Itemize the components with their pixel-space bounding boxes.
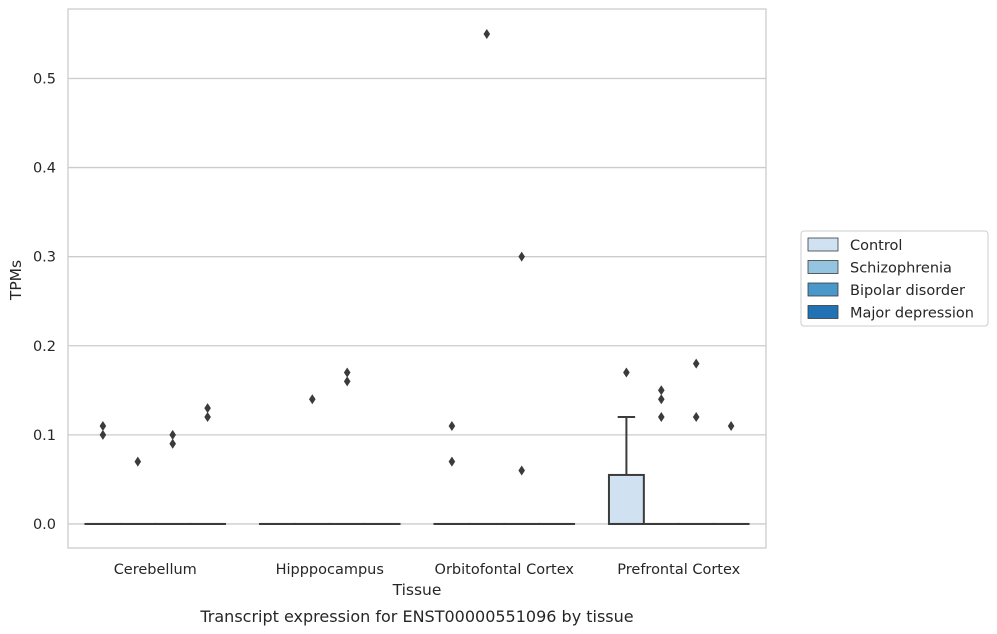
box-control xyxy=(607,367,645,525)
outlier-point xyxy=(204,412,211,423)
outlier-point xyxy=(518,465,525,476)
outlier-point xyxy=(623,367,630,378)
outlier-point xyxy=(204,403,211,414)
legend-label: Schizophrenia xyxy=(850,261,952,277)
y-tick-label: 0.4 xyxy=(33,161,56,177)
legend-label: Bipolar disorder xyxy=(850,283,965,299)
legend-swatch xyxy=(807,260,839,274)
outlier-point xyxy=(343,376,351,387)
legend: Control Schizophrenia Bipolar disorder Majo… xyxy=(800,230,989,327)
legend-swatch xyxy=(807,305,839,319)
plot-area xyxy=(67,8,767,549)
outlier-point xyxy=(309,394,316,405)
outlier-point xyxy=(658,412,665,423)
y-tick-label: 0.0 xyxy=(33,517,56,533)
outlier-point xyxy=(692,358,700,369)
outlier-point xyxy=(727,420,735,431)
box-bipolar-disorder xyxy=(503,251,541,525)
boxes xyxy=(84,28,750,525)
outlier-point xyxy=(448,420,456,431)
x-tick-label: Hipppocampus xyxy=(276,562,384,578)
x-tick-label: Cerebellum xyxy=(114,562,197,578)
outlier-point xyxy=(99,420,107,431)
outlier-point xyxy=(692,412,700,423)
x-tick-labels: Cerebellum Hipppocampus Orbitofontal Corte… xyxy=(114,562,741,578)
legend-label: Major depression xyxy=(850,306,974,322)
outlier-point xyxy=(448,456,456,467)
legend-swatch xyxy=(807,237,839,252)
box-body xyxy=(607,473,645,525)
outlier-point xyxy=(658,394,665,405)
y-tick-label: 0.3 xyxy=(33,250,56,266)
outlier-point xyxy=(483,28,491,39)
outlier-point xyxy=(169,429,176,440)
legend-label: Control xyxy=(850,238,902,254)
outlier-point xyxy=(99,429,107,440)
y-axis-label: TPMs xyxy=(7,260,25,301)
outlier-point xyxy=(169,438,176,449)
legend-frame xyxy=(800,230,989,327)
y-tick-label: 0.2 xyxy=(33,339,56,355)
y-tick-labels: 0.0 0.1 0.2 0.3 0.4 0.5 xyxy=(33,71,56,532)
y-tick-label: 0.1 xyxy=(33,428,56,444)
chart-caption: Transcript expression for ENST0000055109… xyxy=(199,607,633,626)
outlier-point xyxy=(134,456,142,467)
x-tick-label: Prefrontal Cortex xyxy=(617,562,740,578)
box-major-depression xyxy=(189,403,227,525)
x-tick-label: Orbitofontal Cortex xyxy=(435,562,575,578)
y-tick-label: 0.5 xyxy=(33,71,56,87)
legend-swatch xyxy=(807,282,839,297)
outlier-point xyxy=(343,367,351,378)
box-control xyxy=(84,420,122,525)
x-axis-label: Tissue xyxy=(392,581,442,599)
box-major-depression xyxy=(712,420,750,525)
outlier-point xyxy=(658,385,665,396)
outlier-point xyxy=(518,251,525,262)
